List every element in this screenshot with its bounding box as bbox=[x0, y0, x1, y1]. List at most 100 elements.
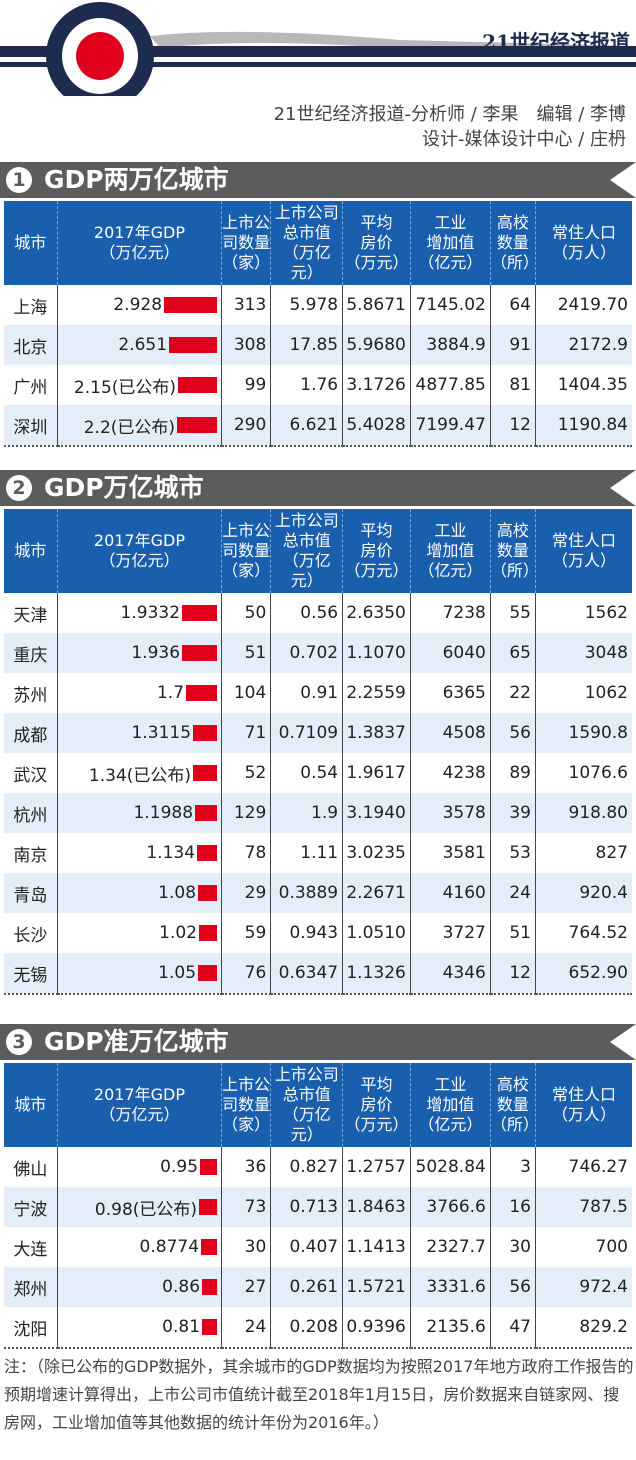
gdp-cell: 0.98(已公布) bbox=[56, 1187, 222, 1227]
table-row: 上海 2.928 313 5.978 5.8671 7145.02 64 2419.70 bbox=[4, 285, 632, 325]
cell-price: 1.8463 bbox=[342, 1187, 411, 1227]
column-header: 平均 房价 （万元） bbox=[342, 509, 411, 593]
cell-population: 652.90 bbox=[535, 953, 632, 995]
cell-market-cap: 1.76 bbox=[270, 365, 343, 405]
cell-industry: 3578 bbox=[409, 793, 491, 833]
cell-universities: 12 bbox=[489, 405, 536, 447]
gdp-value: 1.1988 bbox=[133, 803, 194, 823]
column-header: 2017年GDP （万亿元） bbox=[56, 509, 222, 593]
table-row: 南京 1.134 78 1.11 3.0235 3581 53 827 bbox=[4, 833, 632, 873]
table-row: 重庆 1.936 51 0.702 1.1070 6040 65 3048 bbox=[4, 633, 632, 673]
cell-industry: 7199.47 bbox=[409, 405, 491, 447]
cell-price: 1.3837 bbox=[342, 713, 411, 753]
gdp-value: 0.8774 bbox=[139, 1237, 200, 1257]
cell-market-cap: 0.702 bbox=[270, 633, 343, 673]
cell-companies: 24 bbox=[221, 1307, 271, 1349]
cell-universities: 47 bbox=[489, 1307, 536, 1349]
gdp-value: 1.134 bbox=[146, 843, 196, 863]
cell-population: 746.27 bbox=[535, 1147, 632, 1187]
cell-industry: 3766.6 bbox=[409, 1187, 491, 1227]
city-name: 天津 bbox=[13, 605, 48, 626]
cell-population: 3048 bbox=[535, 633, 632, 673]
gdp-bar bbox=[186, 685, 218, 701]
column-header: 上市公 司数量 （家） bbox=[221, 201, 271, 285]
cell-industry: 3331.6 bbox=[409, 1267, 491, 1307]
cell-population: 700 bbox=[535, 1227, 632, 1267]
cell-population: 1076.6 bbox=[535, 753, 632, 793]
cell-universities: 3 bbox=[489, 1147, 536, 1187]
logo-center-red bbox=[76, 32, 124, 80]
gdp-cell: 0.81 bbox=[56, 1307, 222, 1349]
cell-price: 1.1326 bbox=[342, 953, 411, 995]
table-row: 郑州 0.86 27 0.261 1.5721 3331.6 56 972.4 bbox=[4, 1267, 632, 1307]
column-header: 上市公 司数量 （家） bbox=[221, 1063, 271, 1147]
cell-price: 3.1940 bbox=[342, 793, 411, 833]
cell-price: 5.8671 bbox=[342, 285, 411, 325]
cell-market-cap: 0.7109 bbox=[270, 713, 343, 753]
logo-swoosh-gray bbox=[150, 31, 636, 50]
column-header: 城市 bbox=[4, 509, 58, 593]
credit-line-2: 设计-媒体设计中心 / 庄枬 bbox=[421, 129, 626, 150]
data-table-2: 城市 2017年GDP （万亿元） 上市公 司数量 （家） 上市公司 总市值 （万亿元… bbox=[4, 509, 632, 995]
cell-universities: 64 bbox=[489, 285, 536, 325]
cell-population: 764.52 bbox=[535, 913, 632, 953]
cell-universities: 22 bbox=[489, 673, 536, 713]
cell-market-cap: 0.407 bbox=[270, 1227, 343, 1267]
gdp-cell: 2.15(已公布) bbox=[56, 365, 222, 405]
column-header: 工业 增加值 （亿元） bbox=[409, 201, 491, 285]
cell-companies: 30 bbox=[221, 1227, 271, 1267]
gdp-cell: 2.928 bbox=[56, 285, 222, 325]
cell-market-cap: 17.85 bbox=[270, 325, 343, 365]
cell-population: 920.4 bbox=[535, 873, 632, 913]
credit-line-1: 21世纪经济报道-分析师 / 李果 编辑 / 李博 bbox=[273, 104, 626, 125]
gdp-value: 1.3115 bbox=[131, 723, 192, 743]
gdp-value: 1.9332 bbox=[120, 603, 181, 623]
gdp-bar bbox=[193, 765, 218, 781]
section-title: GDP万亿城市 bbox=[44, 473, 204, 502]
column-header: 常住人口 （万人） bbox=[535, 201, 632, 285]
table-row: 无锡 1.05 76 0.6347 1.1326 4346 12 652.90 bbox=[4, 953, 632, 995]
gdp-bar bbox=[169, 337, 218, 353]
cell-population: 787.5 bbox=[535, 1187, 632, 1227]
logo-stripe-navy-thin bbox=[0, 62, 636, 67]
cell-industry: 7145.02 bbox=[409, 285, 491, 325]
gdp-bar bbox=[193, 725, 218, 741]
gdp-value: 2.928 bbox=[113, 295, 163, 315]
cell-population: 829.2 bbox=[535, 1307, 632, 1349]
table-row: 深圳 2.2(已公布) 290 6.621 5.4028 7199.47 12 1190.84 bbox=[4, 405, 632, 447]
section-bar-3: 3 GDP准万亿城市 bbox=[0, 1024, 636, 1060]
gdp-value: 1.34(已公布) bbox=[88, 765, 192, 786]
cell-price: 2.2559 bbox=[342, 673, 411, 713]
cell-companies: 129 bbox=[221, 793, 271, 833]
cell-universities: 81 bbox=[489, 365, 536, 405]
column-header: 上市公 司数量 （家） bbox=[221, 509, 271, 593]
gdp-bar bbox=[199, 1199, 218, 1215]
gdp-cell: 1.1988 bbox=[56, 793, 222, 833]
section-title: GDP准万亿城市 bbox=[44, 1027, 229, 1056]
cell-market-cap: 0.713 bbox=[270, 1187, 343, 1227]
city-name: 无锡 bbox=[4, 953, 58, 995]
cell-industry: 6040 bbox=[409, 633, 491, 673]
cell-market-cap: 0.6347 bbox=[270, 953, 343, 995]
table-row: 天津 1.9332 50 0.56 2.6350 7238 55 1562 bbox=[4, 593, 632, 633]
cell-price: 2.2671 bbox=[342, 873, 411, 913]
table-row: 北京 2.651 308 17.85 5.9680 3884.9 91 2172.9 bbox=[4, 325, 632, 365]
city-name: 佛山 bbox=[13, 1159, 48, 1180]
gdp-value: 2.2(已公布) bbox=[83, 417, 176, 438]
arrow-icon bbox=[610, 1024, 636, 1060]
cell-population: 1562 bbox=[535, 593, 632, 633]
gdp-cell: 1.02 bbox=[56, 913, 222, 953]
city-name: 重庆 bbox=[4, 633, 58, 673]
cell-industry: 4346 bbox=[409, 953, 491, 995]
cell-industry: 3581 bbox=[409, 833, 491, 873]
cell-universities: 55 bbox=[489, 593, 536, 633]
cell-industry: 3727 bbox=[409, 913, 491, 953]
footnote: 注：（除已公布的GDP数据外，其余城市的GDP数据均为按照2017年地方政府工作… bbox=[4, 1357, 634, 1432]
column-header: 城市 bbox=[4, 1063, 58, 1147]
gdp-bar bbox=[182, 605, 218, 621]
cell-industry: 6365 bbox=[409, 673, 491, 713]
gdp-value: 2.651 bbox=[118, 335, 168, 355]
city-name: 成都 bbox=[4, 713, 58, 753]
cell-industry: 7238 bbox=[409, 593, 491, 633]
cell-population: 2419.70 bbox=[535, 285, 632, 325]
